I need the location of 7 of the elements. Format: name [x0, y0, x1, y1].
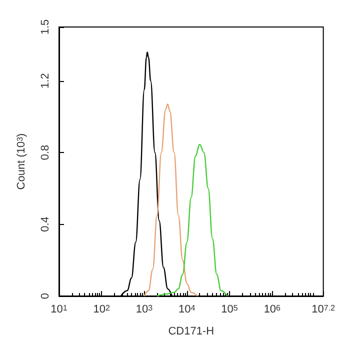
y-tick-label: 1.5 [40, 19, 52, 35]
y-axis-title: Count (103) [16, 133, 28, 190]
y-tick-label: 1.2 [40, 73, 52, 88]
x-axis-title: CD171-H [168, 326, 214, 338]
y-tick-label: 0 [40, 292, 52, 300]
y-tick-label: 0.8 [40, 144, 52, 160]
y-tick-label: 0.4 [40, 216, 52, 232]
